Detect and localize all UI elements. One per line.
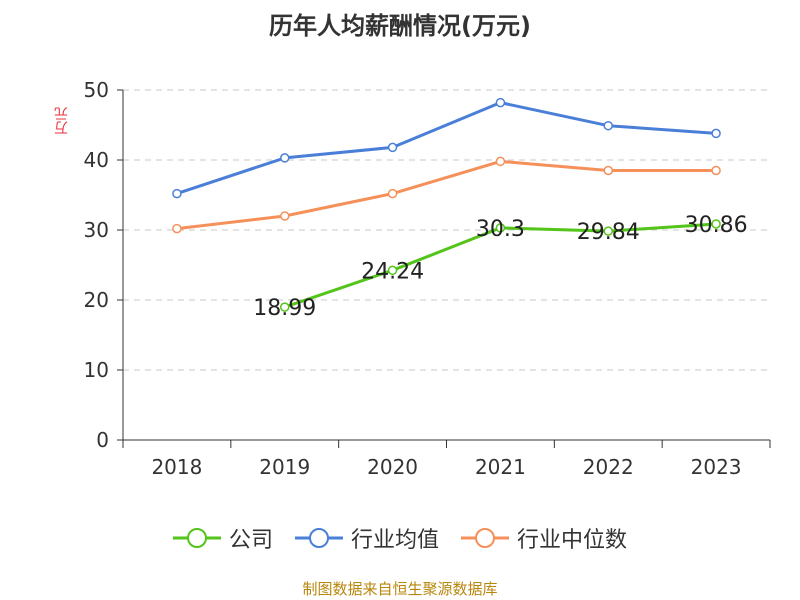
legend-swatch-industry-median [461,528,509,548]
legend-item-industry-average[interactable]: 行业均值 [294,522,439,554]
data-point [387,188,398,199]
legend-item-industry-median[interactable]: 行业中位数 [461,522,627,554]
y-tick-label: 30 [84,218,109,242]
data-point [711,165,721,176]
legend-label-company: 公司 [228,528,273,553]
series-line [176,159,717,231]
data-point [603,165,613,176]
data-label: 30.86 [685,213,748,238]
data-point [495,97,506,108]
legend-swatch-industry-average [294,528,343,548]
x-tick-label: 2023 [691,455,742,479]
y-tick-label: 40 [84,148,109,172]
data-point [603,226,613,236]
y-tick-label: 20 [84,288,109,312]
data-point [387,142,398,153]
data-point [603,120,613,131]
y-tick-label: 10 [84,358,109,382]
y-tick-label: 50 [84,78,109,102]
data-label: 18.99 [253,296,316,321]
legend-item-company[interactable]: 公司 [172,522,273,554]
x-tick-label: 2020 [367,455,418,479]
x-tick-label: 2019 [259,455,310,479]
data-point [280,302,290,312]
legend-label-industry-average: 行业均值 [350,528,439,553]
data-point [280,211,290,221]
series-line [176,101,717,196]
data-label: 30.3 [476,217,525,242]
y-tick-label: 0 [96,428,109,452]
data-point [172,188,182,199]
data-label: 24.24 [361,259,424,284]
data-source-note: 制图数据来自恒生聚源数据库 [302,580,498,598]
data-point [711,128,721,139]
y-axis-label: 万元 [54,107,70,135]
x-tick-label: 2018 [151,455,202,479]
chart-title: 历年人均薪酬情况(万元) [269,12,531,40]
x-tick-label: 2022 [583,455,634,479]
data-point [495,223,506,233]
data-label: 29.84 [577,220,640,245]
legend-swatch-company [172,528,221,548]
data-point [280,153,290,163]
legend: 公司 行业均值 行业中位数 [0,522,800,554]
data-point [387,265,398,276]
data-point [495,156,506,167]
legend-label-industry-median: 行业中位数 [517,528,628,553]
data-point [172,223,182,234]
x-tick-label: 2021 [475,455,526,479]
data-point [711,219,721,229]
